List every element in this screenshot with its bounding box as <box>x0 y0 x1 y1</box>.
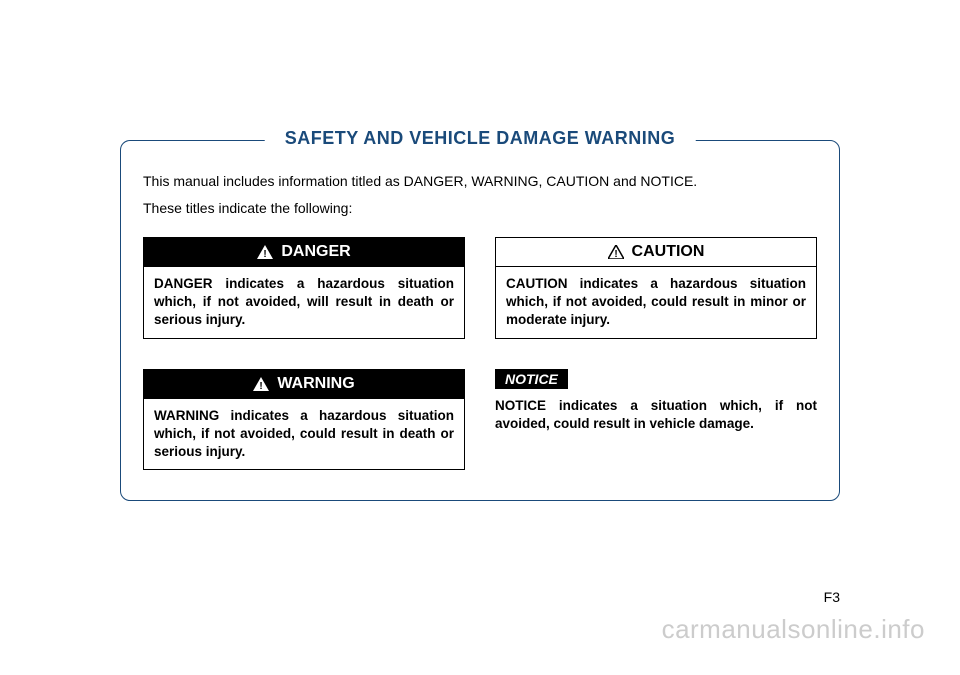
danger-body: DANGER indicates a hazardous situation w… <box>144 267 464 338</box>
svg-text:!: ! <box>264 249 267 259</box>
svg-text:!: ! <box>614 249 617 259</box>
warning-header: ! WARNING <box>144 370 464 399</box>
notice-body: NOTICE indicates a situation which, if n… <box>495 397 817 433</box>
main-title: SAFETY AND VEHICLE DAMAGE WARNING <box>265 128 696 149</box>
caution-box: ! CAUTION CAUTION indicates a hazardous … <box>495 237 817 339</box>
watermark: carmanualsonline.info <box>662 614 925 645</box>
page-container: SAFETY AND VEHICLE DAMAGE WARNING This m… <box>0 0 960 541</box>
notice-box: NOTICE NOTICE indicates a situation whic… <box>495 369 817 471</box>
caution-header: ! CAUTION <box>496 238 816 267</box>
warning-box: ! WARNING WARNING indicates a hazardous … <box>143 369 465 471</box>
warning-label: WARNING <box>277 375 354 393</box>
caution-body: CAUTION indicates a hazardous situation … <box>496 267 816 338</box>
intro-line-1: This manual includes information titled … <box>143 171 817 192</box>
page-number: F3 <box>824 589 840 605</box>
warning-triangle-icon: ! <box>257 245 273 259</box>
boxes-grid: ! DANGER DANGER indicates a hazardous si… <box>143 237 817 470</box>
notice-label: NOTICE <box>495 369 568 389</box>
svg-text:!: ! <box>260 381 263 391</box>
warning-triangle-icon: ! <box>608 245 624 259</box>
main-box: SAFETY AND VEHICLE DAMAGE WARNING This m… <box>120 140 840 501</box>
caution-label: CAUTION <box>632 243 705 261</box>
intro-line-2: These titles indicate the following: <box>143 198 817 219</box>
warning-triangle-icon: ! <box>253 377 269 391</box>
danger-label: DANGER <box>281 243 350 261</box>
danger-box: ! DANGER DANGER indicates a hazardous si… <box>143 237 465 339</box>
danger-header: ! DANGER <box>144 238 464 267</box>
warning-body: WARNING indicates a hazardous situation … <box>144 399 464 470</box>
